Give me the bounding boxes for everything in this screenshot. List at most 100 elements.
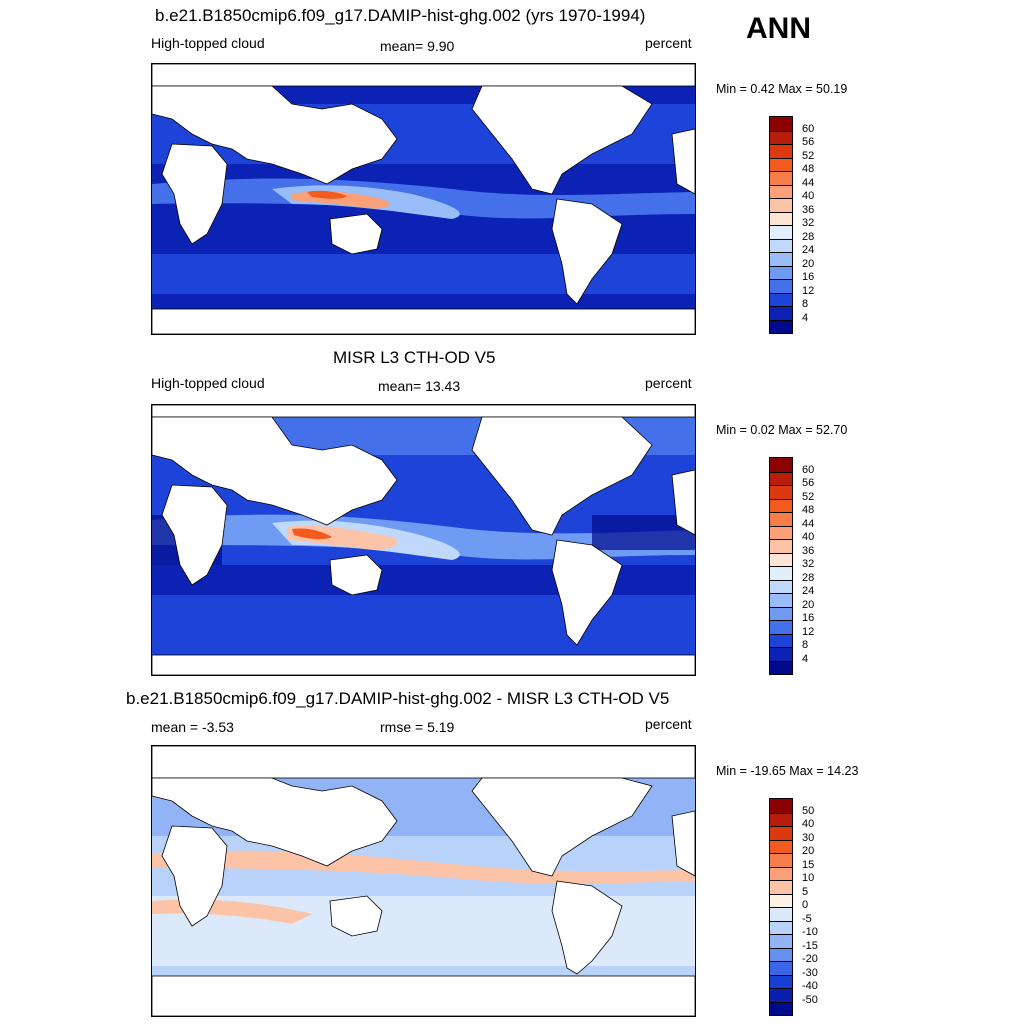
- colorbar-swatch: [770, 880, 792, 894]
- eurasia: [152, 777, 398, 867]
- colorbar-swatch: [770, 539, 792, 553]
- colorbar-swatch: [770, 130, 792, 144]
- colorbar-swatch: [770, 947, 792, 961]
- colorbar-swatch: [770, 907, 792, 921]
- colorbar-swatch: [770, 620, 792, 634]
- panel-2-units-label: percent: [645, 375, 692, 391]
- colorbar-tick-label: 30: [802, 831, 815, 844]
- north-america: [471, 416, 653, 536]
- colorbar-swatch: [770, 198, 792, 212]
- colorbar-swatch: [770, 961, 792, 975]
- panel-3-min-max: Min = -19.65 Max = 14.23: [716, 764, 859, 778]
- tropical-positive-band: [152, 850, 695, 884]
- colorbar-tick-label: 60: [802, 463, 815, 476]
- colorbar-swatch: [770, 306, 792, 320]
- colorbar-tick-label: 20: [802, 598, 815, 611]
- colorbar-tick-label: 50: [802, 804, 815, 817]
- colorbar-swatch: [770, 265, 792, 279]
- colorbar-swatch: [770, 974, 792, 988]
- australia: [329, 895, 383, 937]
- colorbar-swatch: [770, 566, 792, 580]
- continents: [152, 746, 695, 1016]
- colorbar-swatch: [770, 988, 792, 1002]
- colorbar-swatch: [770, 920, 792, 934]
- colorbar-tick-label: 44: [802, 517, 815, 530]
- south-america: [551, 198, 623, 305]
- colorbar-tick-label: -30: [802, 966, 818, 979]
- colorbar-swatch: [770, 252, 792, 266]
- colorbar-tick-label: 16: [802, 612, 815, 624]
- colorbar-tick-label: 24: [802, 244, 815, 256]
- panel-3-mean-label: mean = -3.53: [151, 719, 234, 735]
- colorbar-tick-label: 44: [802, 176, 815, 189]
- africa-east-edge: [671, 810, 695, 877]
- colorbar-swatch: [770, 839, 792, 853]
- colorbar-tick-label: 10: [802, 872, 815, 884]
- colorbar-swatch: [770, 893, 792, 907]
- colorbar-tick-label: 48: [802, 504, 815, 516]
- colorbar-swatch: [770, 826, 792, 840]
- africa: [161, 484, 228, 586]
- colorbar-tick-label: 4: [802, 652, 809, 665]
- colorbar-tick-label: 40: [802, 818, 815, 830]
- panel-3-map: [151, 745, 696, 1017]
- colorbar-tick-label: 40: [802, 190, 815, 202]
- africa: [161, 143, 228, 245]
- colorbar-swatch: [770, 633, 792, 647]
- colorbar-swatch: [770, 144, 792, 158]
- colorbar-swatch: [770, 606, 792, 620]
- panel-2-min-max: Min = 0.02 Max = 52.70: [716, 423, 848, 437]
- colorbar-swatch: [770, 799, 792, 813]
- panel-1-map-canvas: [152, 64, 695, 334]
- season-label: ANN: [746, 12, 811, 45]
- colorbar-swatch: [770, 579, 792, 593]
- colorbar-tick-label: 36: [802, 203, 815, 216]
- colorbar-tick-label: 28: [802, 571, 815, 584]
- australia: [329, 554, 383, 596]
- colorbar-tick-label: 12: [802, 625, 815, 638]
- panel-2-map: [151, 404, 696, 676]
- colorbar-tick-label: 0: [802, 899, 809, 911]
- panel-2-map-canvas: [152, 405, 695, 675]
- continents: [152, 405, 695, 675]
- colorbar-swatch: [770, 593, 792, 607]
- panel-1-variable-label: High-topped cloud: [151, 35, 265, 51]
- panel-1-colorbar: [769, 116, 793, 334]
- colorbar-tick-label: 56: [802, 136, 815, 148]
- colorbar-tick-label: 32: [802, 558, 815, 570]
- warm-pool-max: [307, 190, 347, 199]
- colorbar-tick-label: 20: [802, 257, 815, 270]
- panel-2-title: MISR L3 CTH-OD V5: [333, 348, 496, 367]
- colorbar-swatch: [770, 211, 792, 225]
- colorbar-tick-label: -5: [802, 912, 812, 925]
- colorbar-swatch: [770, 319, 792, 333]
- colorbar-tick-label: 52: [802, 490, 815, 503]
- colorbar-swatch: [770, 292, 792, 306]
- panel-3-map-canvas: [152, 746, 695, 1016]
- panel-3-colorbar: [769, 798, 793, 1016]
- colorbar-swatch: [770, 184, 792, 198]
- panel-3-rmse-label: rmse = 5.19: [380, 719, 455, 735]
- north-america: [471, 85, 653, 195]
- colorbar-tick-label: -20: [802, 953, 818, 965]
- colorbar-tick-label: -50: [802, 993, 818, 1006]
- panel-3-units-label: percent: [645, 716, 692, 732]
- warm-pool-max: [292, 528, 332, 540]
- colorbar-swatch: [770, 171, 792, 185]
- colorbar-tick-label: 15: [802, 858, 815, 871]
- continents: [152, 64, 695, 334]
- north-america: [471, 777, 653, 877]
- colorbar-tick-label: 52: [802, 149, 815, 162]
- panel-1-min-max: Min = 0.42 Max = 50.19: [716, 82, 848, 96]
- africa-east-edge: [671, 469, 695, 536]
- colorbar-tick-label: 36: [802, 544, 815, 557]
- colorbar-swatch: [770, 117, 792, 131]
- panel-3-title: b.e21.B1850cmip6.f09_g17.DAMIP-hist-ghg.…: [126, 689, 670, 708]
- panel-2-mean-label: mean= 13.43: [378, 378, 461, 394]
- panel-1-title: b.e21.B1850cmip6.f09_g17.DAMIP-hist-ghg.…: [155, 6, 646, 25]
- eurasia: [152, 85, 398, 185]
- panel-1-map: [151, 63, 696, 335]
- south-america: [551, 539, 623, 646]
- colorbar-swatch: [770, 866, 792, 880]
- colorbar-swatch: [770, 471, 792, 485]
